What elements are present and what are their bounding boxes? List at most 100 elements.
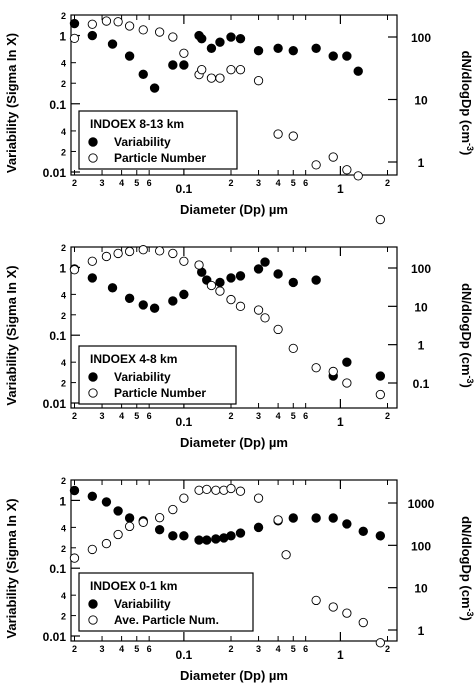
- chart-panel-3: 0.1 12 3 4 5 6 2 3 4 5 6 210.10.01242421000100101Di…: [4, 476, 474, 683]
- series-particle-number: [69, 16, 385, 225]
- legend-particle-marker: [88, 153, 98, 163]
- x-tick-label: 1: [337, 648, 344, 662]
- x-minor-tick-label: 4: [276, 411, 281, 421]
- variability-point: [211, 534, 221, 544]
- x-minor-tick-label: 2: [72, 644, 77, 654]
- particle-number-point: [281, 550, 291, 560]
- particle-number-point: [311, 595, 321, 606]
- x-minor-tick-label: 2: [72, 411, 77, 421]
- legend-particle-label: Particle Number: [114, 151, 206, 165]
- particle-number-point: [194, 485, 204, 495]
- particle-number-point: [194, 260, 204, 270]
- variability-point: [124, 293, 135, 304]
- particle-number-point: [328, 602, 338, 612]
- y-left-minor-tick-label: 2: [61, 311, 66, 321]
- particle-number-point: [288, 131, 298, 141]
- particle-number-point: [154, 27, 165, 37]
- particle-number-point: [311, 363, 321, 373]
- variability-point: [124, 51, 135, 61]
- variability-point: [311, 43, 321, 54]
- variability-point: [288, 45, 298, 56]
- variability-point: [87, 491, 98, 501]
- particle-number-point: [202, 484, 212, 495]
- variability-point: [179, 60, 189, 70]
- particle-number-point: [211, 485, 221, 495]
- variability-point: [235, 528, 246, 538]
- particle-number-point: [101, 251, 112, 262]
- legend-box: [78, 572, 254, 632]
- legend-title: INDOEX 8-13 km: [90, 117, 184, 131]
- variability-point: [197, 33, 207, 44]
- y-right-tick-label: 0.1: [413, 377, 430, 391]
- particle-number-point: [168, 32, 178, 42]
- y-right-axis-label: dN/dlogDp (cm-3): [459, 283, 474, 388]
- y-left-minor-tick-label: 2: [61, 379, 66, 389]
- variability-point: [273, 269, 283, 279]
- particle-number-point: [235, 486, 246, 496]
- x-minor-tick-label: 3: [256, 644, 261, 654]
- series-particle-number: [69, 245, 385, 400]
- chart-panel-1: 0.1 12 3 4 5 6 2 3 4 5 6 210.10.0124242100101Diamet…: [4, 11, 474, 225]
- x-tick-label: 1: [337, 182, 344, 196]
- variability-point: [168, 60, 178, 70]
- y-left-minor-tick-label: 2: [61, 147, 66, 157]
- x-minor-tick-label: 2: [72, 178, 77, 188]
- variability-point: [87, 30, 98, 41]
- y-left-axis-label: Variability (Sigma In X): [4, 265, 19, 405]
- x-tick-label: 0.1: [176, 648, 193, 662]
- x-minor-tick-label: 2: [228, 178, 233, 188]
- x-minor-tick-label: 4: [119, 644, 124, 654]
- legend-particle-marker: [88, 388, 98, 398]
- legend-variability-label: Variability: [114, 370, 171, 384]
- x-minor-tick-label: 3: [256, 178, 261, 188]
- y-left-tick-label: 1: [59, 261, 66, 275]
- particle-number-point: [260, 313, 270, 323]
- x-minor-tick-label: 4: [119, 178, 124, 188]
- variability-point: [149, 83, 160, 93]
- variability-point: [206, 43, 217, 54]
- variability-point: [107, 39, 118, 49]
- series-variability: [69, 18, 363, 93]
- particle-number-point: [273, 129, 283, 139]
- series-variability: [69, 485, 386, 545]
- x-axis-label: Diameter (Dp) µm: [180, 202, 288, 217]
- variability-point: [342, 51, 352, 61]
- particle-number-point: [124, 246, 135, 257]
- variability-point: [215, 277, 225, 288]
- y-left-tick-label: 0.1: [49, 329, 66, 343]
- variability-point: [342, 357, 352, 367]
- y-left-axis-label: Variability (Sigma In X): [4, 498, 19, 638]
- particle-number-point: [253, 76, 264, 86]
- variability-point: [260, 257, 270, 267]
- particle-number-point: [101, 16, 112, 26]
- series-variability: [69, 257, 386, 381]
- particle-number-point: [235, 65, 246, 75]
- x-minor-tick-label: 4: [119, 411, 124, 421]
- y-right-tick-label: 10: [414, 582, 428, 596]
- legend-box: [78, 110, 238, 170]
- particle-number-point: [154, 513, 165, 523]
- variability-point: [375, 531, 386, 541]
- y-left-minor-tick-label: 2: [61, 79, 66, 89]
- y-left-minor-tick-label: 2: [61, 612, 66, 622]
- y-right-axis-label-exponent: -3: [465, 609, 474, 617]
- y-right-axis-label: dN/dlogDp (cm-3): [459, 516, 474, 621]
- y-right-axis-label-text: dN/dlogDp (cm: [459, 516, 474, 608]
- particle-number-point: [138, 517, 148, 527]
- variability-point: [168, 531, 178, 541]
- x-axis-label: Diameter (Dp) µm: [180, 668, 288, 683]
- variability-point: [226, 531, 236, 541]
- legend-particle-label: Particle Number: [114, 386, 206, 400]
- particle-number-point: [179, 48, 189, 58]
- variability-point: [179, 531, 189, 541]
- x-minor-tick-label: 5: [134, 411, 139, 421]
- particle-number-point: [87, 19, 97, 29]
- x-minor-tick-label: 6: [303, 644, 308, 654]
- y-right-axis-label-text: dN/dlogDp (cm: [459, 283, 474, 375]
- x-minor-tick-label: 6: [303, 178, 308, 188]
- particle-number-point: [375, 389, 385, 400]
- variability-point: [288, 513, 298, 523]
- variability-point: [253, 45, 264, 56]
- variability-point: [328, 513, 338, 523]
- y-left-tick-label: 1: [59, 30, 66, 44]
